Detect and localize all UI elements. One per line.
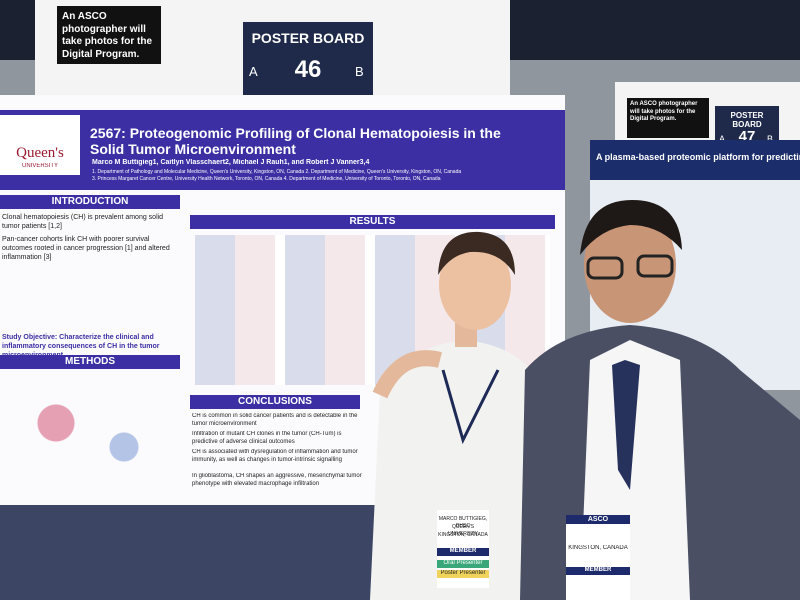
conclusion-point: CH is common in solid cancer patients an… [192,413,358,427]
person-right [520,200,800,600]
logo-name: Queen's [16,145,64,161]
badge-place: KINGSTON, CANADA [568,545,628,551]
badge-org: QUEEN'S UNIVERSITY [447,524,478,537]
methods-figures [5,375,175,495]
poster-title: 2567: Proteogenomic Profiling of Clonal … [90,125,501,158]
neighbor-title: A plasma-based proteomic platform for pr… [590,140,800,180]
poster-header [0,110,565,190]
notice: An ASCO photographer will take photos fo… [57,6,161,64]
conclusion-point: CH is associated with dysregulation of i… [192,449,358,463]
section-header: RESULTS [190,215,555,229]
section-header: METHODS [0,355,180,369]
logo: Queen's UNIVERSITY [0,115,80,175]
conclusion-point: Infiltration of mutant CH clones in the … [192,431,342,445]
poster-affiliations: 3. Princess Margaret Cancer Centre, Univ… [92,176,441,182]
side: A [249,64,258,79]
badge-tag: Oral Presenter [437,560,489,568]
side: B [355,64,364,79]
badge-type: MEMBER [437,548,489,556]
section-header: CONCLUSIONS [190,395,360,409]
side: A [719,134,726,144]
intro-point: Pan-cancer cohorts link CH with poorer s… [2,236,170,262]
badge-tag: Poster Presenter [437,570,489,578]
board-label: POSTER BOARD [251,30,365,46]
badge: MARCO BUTTIGIEG, BHSC QUEEN'S UNIVERSITY… [437,510,489,588]
sign: An ASCO photographer will take photos fo… [35,0,510,100]
side: B [767,134,774,144]
person-left [370,231,545,600]
notice: An ASCO photographer will take photos fo… [627,98,709,138]
intro-point: Clonal hematopoiesis (CH) is prevalent a… [2,214,164,231]
poster-authors: Marco M Buttigieg1, Caitlyn Vlasschaert2… [92,159,370,166]
badge-place: KINGSTON, CANADA [438,532,488,538]
badge-type: MEMBER [566,567,630,575]
board-number: 46 [294,56,322,83]
conclusion-point: In glioblastoma, CH shapes an aggressive… [192,473,362,487]
badge-name: MARCO BUTTIGIEG, BHSC [438,516,488,529]
poster-affiliations: 1. Department of Pathology and Molecular… [92,169,462,175]
badge: ASCO KINGSTON, CANADA MEMBER [566,515,630,600]
poster-board: POSTER BOARD A 46 B [243,22,373,100]
board-label: POSTER BOARD [730,111,764,129]
logo-sub: UNIVERSITY [21,163,58,169]
badge-brand: ASCO [566,515,630,525]
section-header: INTRODUCTION [0,195,180,209]
